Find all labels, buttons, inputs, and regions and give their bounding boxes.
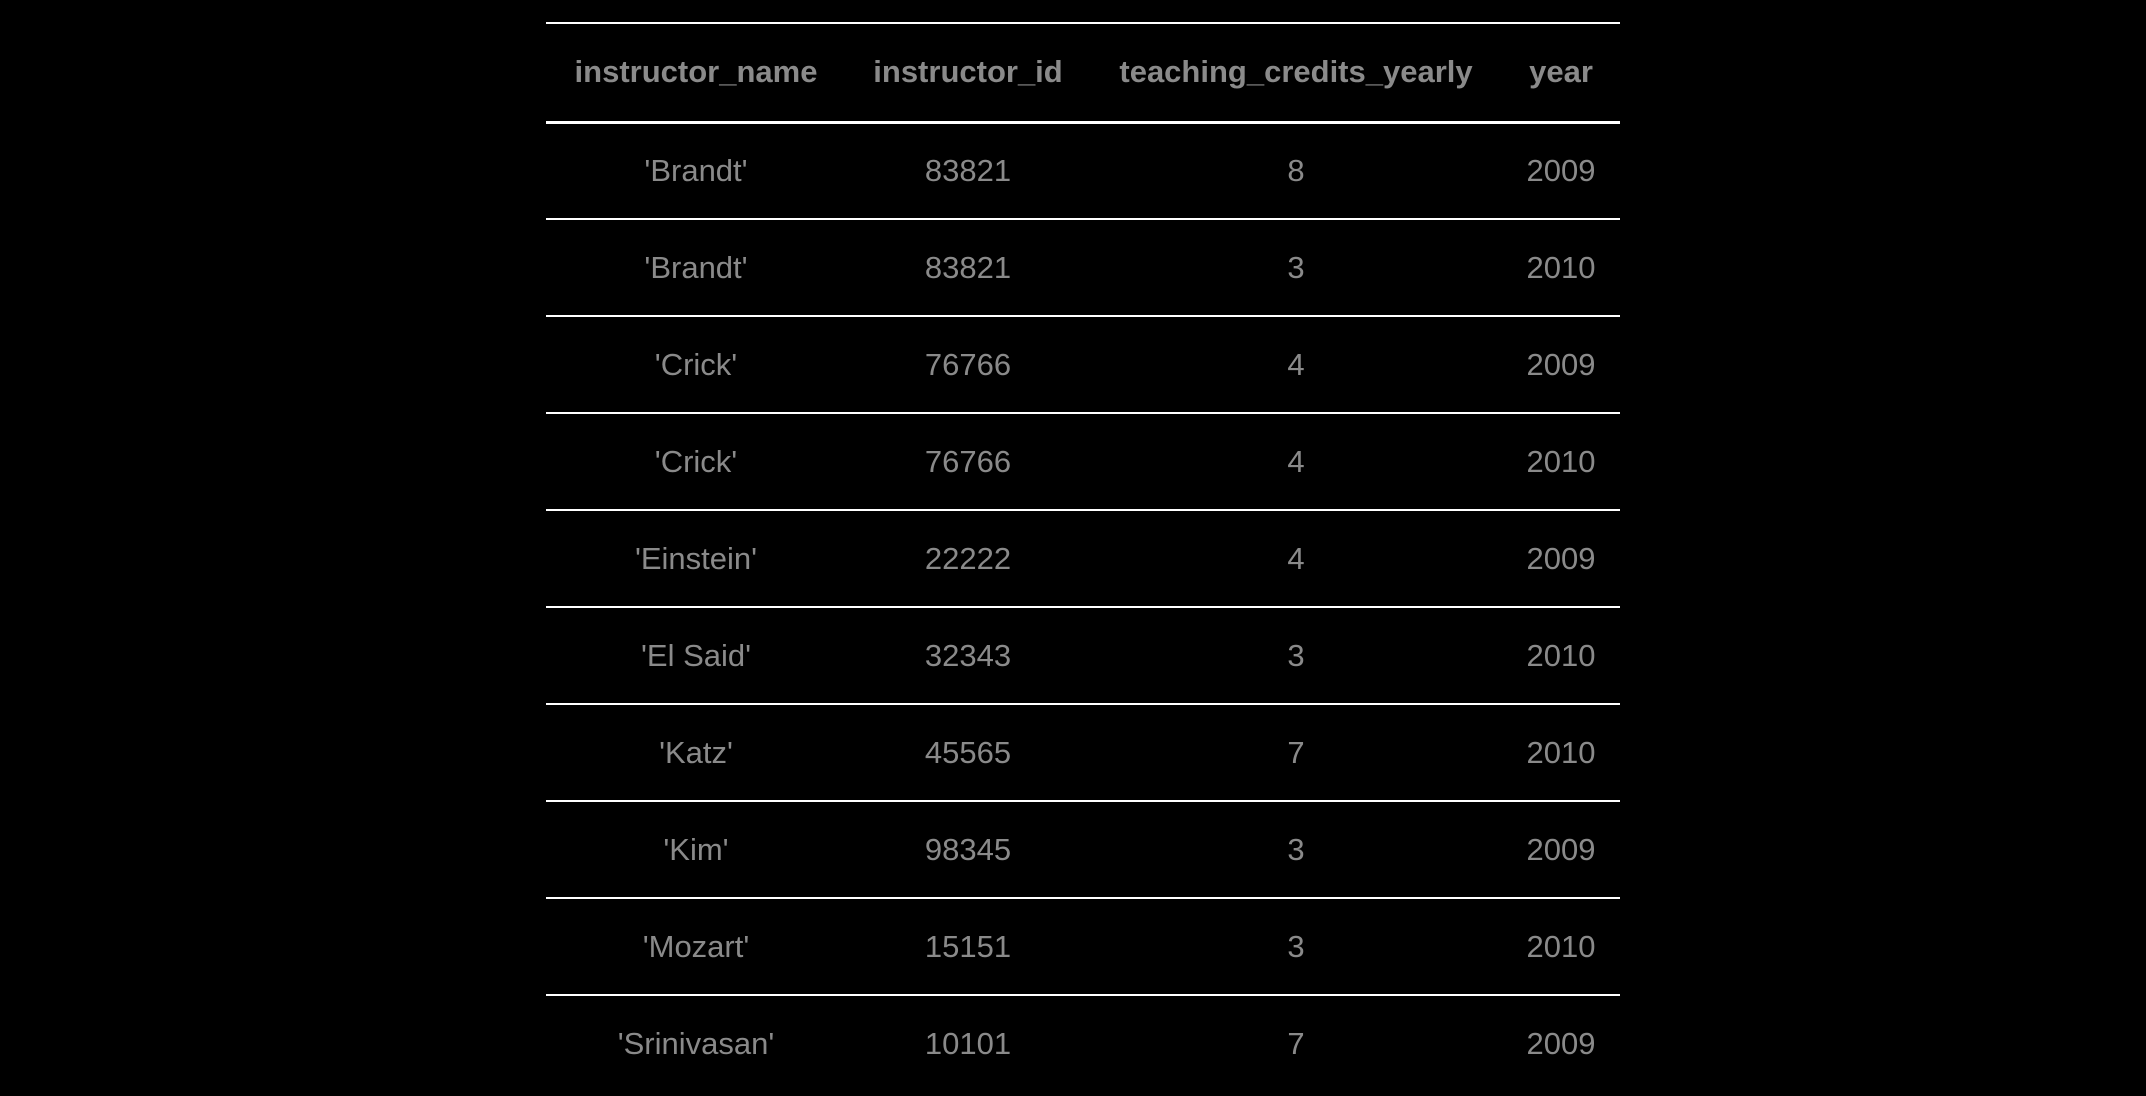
table-row: 'Crick' 76766 4 2009 xyxy=(546,316,1620,413)
table-row: 'Einstein' 22222 4 2009 xyxy=(546,510,1620,607)
column-header-instructor-id: instructor_id xyxy=(873,54,1063,90)
cell-year: 2009 xyxy=(1526,540,1596,576)
cell-year: 2010 xyxy=(1526,249,1596,285)
cell-instructor-name: 'El Said' xyxy=(640,637,752,673)
cell-instructor-id: 15151 xyxy=(924,928,1012,964)
cell-teaching-credits-yearly: 4 xyxy=(1287,443,1305,479)
table-row: 'Brandt' 83821 3 2010 xyxy=(546,219,1620,316)
cell-teaching-credits-yearly: 3 xyxy=(1287,831,1305,867)
results-table-container: instructor_name instructor_id teaching_c… xyxy=(546,22,1620,1092)
cell-teaching-credits-yearly: 3 xyxy=(1287,249,1305,285)
cell-year: 2010 xyxy=(1526,734,1596,770)
cell-instructor-id: 76766 xyxy=(924,346,1012,382)
cell-teaching-credits-yearly: 7 xyxy=(1287,734,1305,770)
cell-instructor-id: 22222 xyxy=(924,540,1012,576)
cell-instructor-name: 'Crick' xyxy=(654,443,738,479)
cell-year: 2010 xyxy=(1526,928,1596,964)
cell-instructor-id: 32343 xyxy=(924,637,1012,673)
cell-instructor-id: 76766 xyxy=(924,443,1012,479)
cell-teaching-credits-yearly: 4 xyxy=(1287,540,1305,576)
results-table: instructor_name instructor_id teaching_c… xyxy=(546,22,1620,1092)
cell-instructor-name: 'Brandt' xyxy=(644,152,748,188)
cell-instructor-name: 'Srinivasan' xyxy=(617,1026,775,1061)
cell-teaching-credits-yearly: 3 xyxy=(1287,928,1305,964)
cell-instructor-id: 45565 xyxy=(924,734,1012,770)
table-row: 'Katz' 45565 7 2010 xyxy=(546,704,1620,801)
table-row: 'El Said' 32343 3 2010 xyxy=(546,607,1620,704)
cell-instructor-name: 'Kim' xyxy=(663,831,729,867)
header-row: instructor_name instructor_id teaching_c… xyxy=(546,23,1620,122)
cell-instructor-id: 83821 xyxy=(924,152,1012,188)
column-header-teaching-credits-yearly: teaching_credits_yearly xyxy=(1119,54,1473,90)
cell-year: 2009 xyxy=(1526,152,1596,188)
table-row: 'Brandt' 83821 8 2009 xyxy=(546,122,1620,219)
cell-instructor-name: 'Katz' xyxy=(659,734,733,770)
table-row: 'Srinivasan' 10101 7 2009 xyxy=(546,995,1620,1092)
table-header: instructor_name instructor_id teaching_c… xyxy=(546,23,1620,122)
table-row: 'Crick' 76766 4 2010 xyxy=(546,413,1620,510)
cell-instructor-id: 98345 xyxy=(924,831,1012,867)
cell-teaching-credits-yearly: 4 xyxy=(1287,346,1305,382)
column-header-instructor-name: instructor_name xyxy=(574,54,818,90)
cell-year: 2009 xyxy=(1526,346,1596,382)
cell-instructor-name: 'Einstein' xyxy=(634,540,758,576)
cell-year: 2010 xyxy=(1526,443,1596,479)
cell-instructor-id: 10101 xyxy=(924,1026,1012,1061)
cell-instructor-name: 'Mozart' xyxy=(642,928,750,964)
table-row: 'Mozart' 15151 3 2010 xyxy=(546,898,1620,995)
table-row: 'Kim' 98345 3 2009 xyxy=(546,801,1620,898)
cell-year: 2010 xyxy=(1526,637,1596,673)
cell-teaching-credits-yearly: 3 xyxy=(1287,637,1305,673)
column-header-year: year xyxy=(1529,54,1593,90)
cell-instructor-id: 83821 xyxy=(924,249,1012,285)
cell-instructor-name: 'Brandt' xyxy=(644,249,748,285)
cell-teaching-credits-yearly: 8 xyxy=(1287,152,1305,188)
cell-instructor-name: 'Crick' xyxy=(654,346,738,382)
cell-year: 2009 xyxy=(1526,831,1596,867)
cell-year: 2009 xyxy=(1526,1026,1596,1061)
cell-teaching-credits-yearly: 7 xyxy=(1287,1026,1305,1061)
table-body: 'Brandt' 83821 8 2009 'Brandt' 83821 3 2… xyxy=(546,122,1620,1092)
